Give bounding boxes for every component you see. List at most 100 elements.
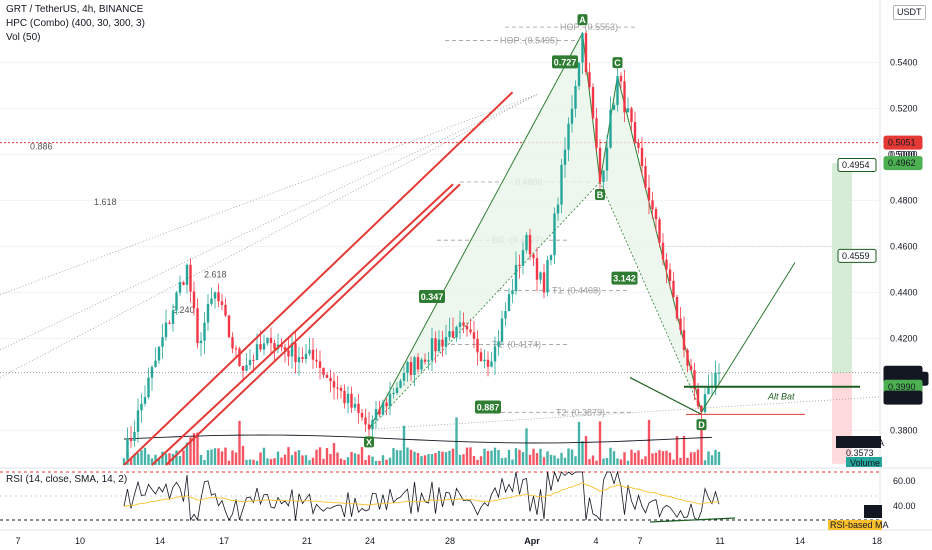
volume-bar	[567, 448, 570, 465]
volume-bar	[532, 448, 535, 465]
candle-body	[126, 438, 129, 459]
fib-fan-line	[0, 94, 538, 296]
volume-bar	[574, 456, 577, 465]
candle-body	[388, 393, 392, 407]
candle-body	[381, 402, 385, 415]
volume-bar	[556, 458, 560, 465]
candle-body	[490, 361, 493, 367]
volume-bar	[630, 449, 633, 465]
candle-body	[462, 322, 465, 326]
candle-body	[294, 343, 297, 363]
candle-body	[178, 282, 182, 293]
candle-body	[308, 349, 311, 354]
volume-bar	[546, 451, 549, 465]
symbol-title[interactable]: GRT / TetherUS, 4h, BINANCE	[6, 4, 144, 15]
candle-body	[210, 298, 213, 304]
candle-body	[220, 301, 224, 305]
candle-body	[525, 234, 528, 251]
price-axis-tick: 0.5200	[890, 103, 918, 113]
candle-body	[689, 365, 693, 371]
candle-body	[714, 372, 717, 386]
overlay-layer: Alt Bat X A B C D 0.347 0.887 0.727 3.142	[123, 14, 860, 466]
volume-bar	[542, 457, 546, 465]
volume-bar	[665, 450, 668, 465]
volume-bar	[717, 451, 721, 465]
volume-bar	[672, 459, 675, 465]
volume-bar	[238, 420, 241, 465]
volume-bar	[416, 452, 420, 465]
volume-bar	[413, 451, 416, 465]
volume-bar	[521, 452, 525, 465]
volume-bar	[147, 454, 150, 465]
volume-bar	[581, 441, 584, 465]
volume-bar	[689, 452, 693, 465]
grid-layer	[0, 61, 880, 431]
volume-bar	[129, 459, 133, 465]
candle-body	[455, 326, 458, 338]
volume-bar	[448, 450, 451, 465]
volume-bar	[563, 457, 567, 465]
volume-bar	[434, 453, 437, 465]
pattern-point-box	[696, 419, 707, 431]
volume-bar	[252, 459, 255, 465]
volume-bar	[189, 437, 192, 465]
red-trend-line	[151, 183, 454, 466]
candle-body	[493, 346, 497, 362]
volume-bar	[472, 455, 476, 465]
volume-bar	[336, 452, 339, 465]
red-trend-line	[165, 183, 461, 466]
volume-bar	[661, 451, 665, 465]
volume-bar	[178, 455, 182, 465]
ratio-label: 0.727	[554, 57, 577, 67]
time-axis-tick: 11	[715, 536, 724, 546]
candle-body	[227, 315, 231, 338]
candle-body	[192, 291, 196, 309]
volume-bar	[224, 447, 227, 465]
volume-bar	[500, 458, 504, 465]
candle-body	[399, 380, 402, 388]
candle-body	[136, 410, 140, 432]
volume-bar	[479, 456, 483, 465]
volume-bar	[577, 421, 581, 465]
pattern-point-label: B	[597, 190, 604, 200]
volume-bar	[350, 451, 353, 465]
price-label: 0.3990	[888, 382, 916, 392]
volume-bar	[427, 454, 430, 465]
pattern-point-label: A	[579, 15, 586, 25]
volume-bar	[570, 449, 574, 465]
candle-body	[637, 142, 640, 148]
candle-body	[479, 352, 483, 362]
candle-body	[150, 366, 154, 378]
volume-bar	[588, 459, 591, 465]
candle-body	[441, 339, 444, 347]
candle-body	[322, 367, 325, 375]
volume-bar	[591, 455, 595, 465]
volume-bar	[514, 448, 518, 465]
fib-label: 2.240	[172, 305, 195, 315]
projection-line	[701, 262, 796, 413]
time-axis-tick: 10	[75, 536, 85, 546]
volume-bar	[395, 450, 399, 465]
pattern-point-label: C	[614, 58, 621, 68]
indicator-volume-legend[interactable]: Vol (50)	[6, 32, 41, 43]
candle-body	[206, 303, 210, 323]
volume-label: Volume	[850, 458, 880, 468]
rsi-legend[interactable]: RSI (14, close, SMA, 14, 2)	[6, 474, 128, 485]
candle-body	[616, 76, 619, 105]
volume-layer	[122, 417, 721, 465]
volume-bar	[346, 457, 350, 465]
candle-body	[458, 322, 462, 327]
currency-badge[interactable]: USDT	[893, 5, 926, 20]
ratio-box	[611, 271, 638, 285]
volume-bar	[441, 451, 444, 465]
volume-bar	[602, 458, 605, 465]
candle-body	[700, 405, 703, 413]
fib-label: 0.886	[30, 142, 53, 152]
volume-bar	[182, 450, 185, 465]
indicator-hpc-legend[interactable]: HPC (Combo) (400, 30, 300, 3)	[6, 18, 145, 29]
ratio-label: 0.887	[477, 402, 500, 412]
target-level-label: T2: (0.3879)	[556, 407, 605, 417]
volume-bar	[560, 452, 563, 465]
